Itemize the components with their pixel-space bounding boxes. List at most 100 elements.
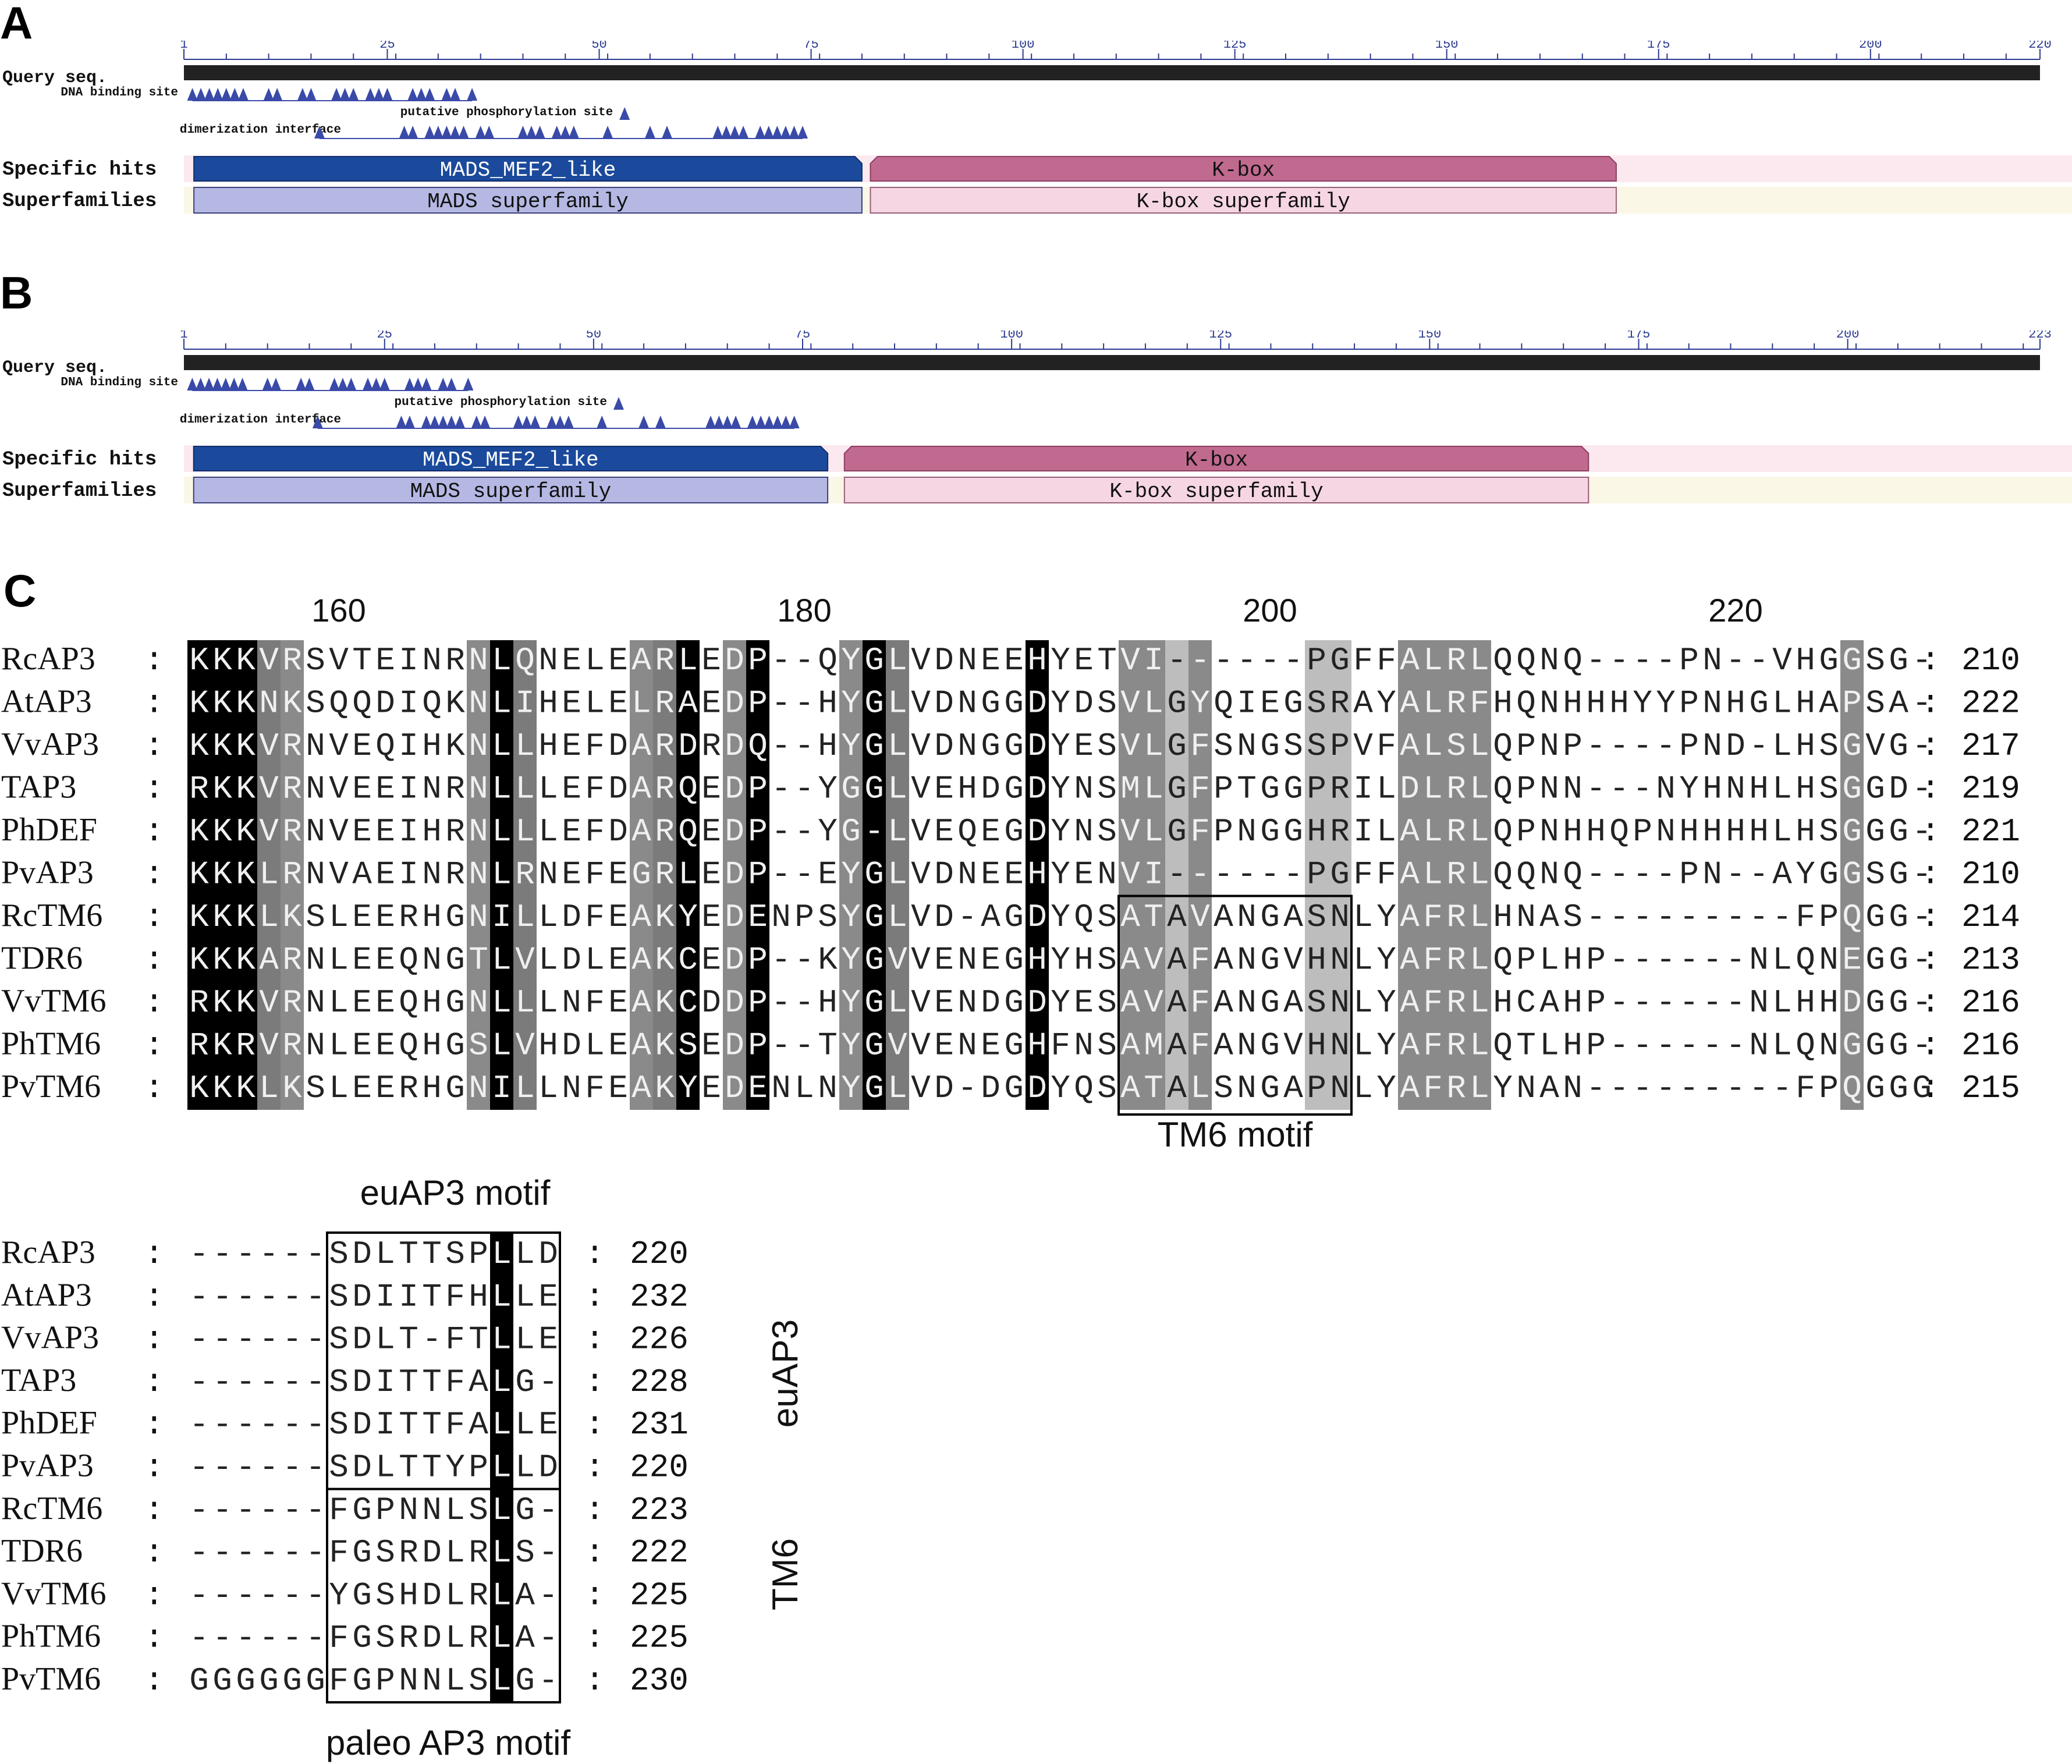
site-triangle <box>730 416 741 428</box>
residue: - <box>1912 942 1932 979</box>
residue: I <box>375 1406 395 1443</box>
alignment-separator: : <box>144 685 164 722</box>
residue: F <box>1190 813 1210 850</box>
site-triangle <box>262 378 273 391</box>
residue: - <box>189 1236 209 1273</box>
residue: V <box>259 984 279 1021</box>
residue: Y <box>1376 984 1396 1021</box>
alignment-ruler-label: 180 <box>777 592 831 629</box>
residue: K <box>655 984 675 1021</box>
residue: L <box>1539 1027 1559 1064</box>
residue: V <box>259 771 279 808</box>
alignment-end-position: 223 <box>630 1492 689 1529</box>
site-triangle <box>204 88 215 101</box>
kbox-hit-box <box>843 446 1590 471</box>
residue: - <box>282 1492 302 1529</box>
residue: G <box>515 1492 535 1529</box>
residue: E <box>701 685 721 722</box>
alignment-separator: : <box>585 1406 605 1443</box>
residue: Y <box>841 899 861 936</box>
residue: K <box>655 1070 675 1107</box>
alignment-seq-name: PhDEF <box>1 1405 97 1441</box>
residue: A <box>1889 685 1908 722</box>
residue: R <box>282 771 302 808</box>
residue: Q <box>399 984 418 1021</box>
residue: G <box>1004 813 1024 850</box>
site-triangle <box>312 416 323 428</box>
residue: N <box>422 942 442 979</box>
residue: E <box>1004 856 1024 893</box>
residue: G <box>352 1492 372 1529</box>
alignment-separator: : <box>144 942 164 979</box>
conservation-shade-column <box>653 640 676 1110</box>
residue: T <box>422 1236 442 1273</box>
residue: R <box>1446 685 1466 722</box>
residue: G <box>864 942 884 979</box>
residue: N <box>399 1492 418 1529</box>
residue: A <box>1120 899 1140 936</box>
residue: T <box>469 1321 488 1358</box>
residue: E <box>562 685 581 722</box>
residue: N <box>259 685 279 722</box>
residue: G <box>1889 1070 1908 1107</box>
residue: H <box>1749 813 1769 850</box>
residue: D <box>422 1577 442 1614</box>
residue: K <box>236 685 256 722</box>
group-label-euap3: euAP3 <box>765 1319 806 1428</box>
residue: K <box>655 942 675 979</box>
residue: E <box>375 942 395 979</box>
residue: A <box>631 813 651 850</box>
residue: G <box>1004 1070 1024 1107</box>
residue: - <box>1726 899 1745 936</box>
residue: H <box>538 685 558 722</box>
residue: - <box>771 984 791 1021</box>
residue: N <box>538 642 558 679</box>
residue: H <box>422 813 442 850</box>
residue: - <box>1749 1070 1769 1107</box>
residue: E <box>1074 856 1094 893</box>
residue: V <box>1353 727 1373 765</box>
residue: - <box>1702 984 1722 1021</box>
residue: D <box>725 1070 744 1107</box>
residue: Q <box>957 813 977 850</box>
mads-superfamily-box <box>193 187 863 214</box>
residue: N <box>1237 1027 1257 1064</box>
residue: Y <box>1051 642 1070 679</box>
residue: Q <box>1074 899 1094 936</box>
residue: D <box>352 1406 372 1443</box>
residue: - <box>794 727 814 765</box>
alignment-separator: : <box>144 1321 164 1358</box>
kbox-hit-box <box>870 156 1617 182</box>
conservation-shade-column <box>1026 640 1049 1110</box>
residue: H <box>1027 1027 1047 1064</box>
residue: H <box>818 727 838 765</box>
residue: - <box>306 1321 325 1358</box>
residue: Y <box>1051 727 1070 765</box>
ruler-tick-label: 223 <box>2028 331 2052 342</box>
residue: D <box>1027 685 1047 722</box>
residue: L <box>329 899 349 936</box>
site-triangle <box>449 88 460 101</box>
ruler-tick-label: 50 <box>586 331 601 342</box>
conservation-shade-column <box>1305 640 1328 1110</box>
residue: R <box>445 642 465 679</box>
residue: R <box>1446 642 1466 679</box>
residue: - <box>236 1449 256 1486</box>
residue: K <box>236 727 256 765</box>
residue: - <box>1633 942 1652 979</box>
query-seq-bar <box>184 65 2040 80</box>
residue: H <box>469 1278 488 1315</box>
residue: E <box>352 1070 372 1107</box>
residue: L <box>585 942 605 979</box>
residue: N <box>469 813 488 850</box>
residue: E <box>1074 642 1094 679</box>
residue: L <box>1470 856 1489 893</box>
residue: - <box>1772 1070 1792 1107</box>
conservation-shade-column <box>513 640 537 1110</box>
residue: G <box>1283 813 1303 850</box>
residue: A <box>1539 984 1559 1021</box>
residue: D <box>725 813 744 850</box>
residue: G <box>1865 942 1885 979</box>
residue: L <box>492 1027 512 1064</box>
residue: N <box>306 942 325 979</box>
